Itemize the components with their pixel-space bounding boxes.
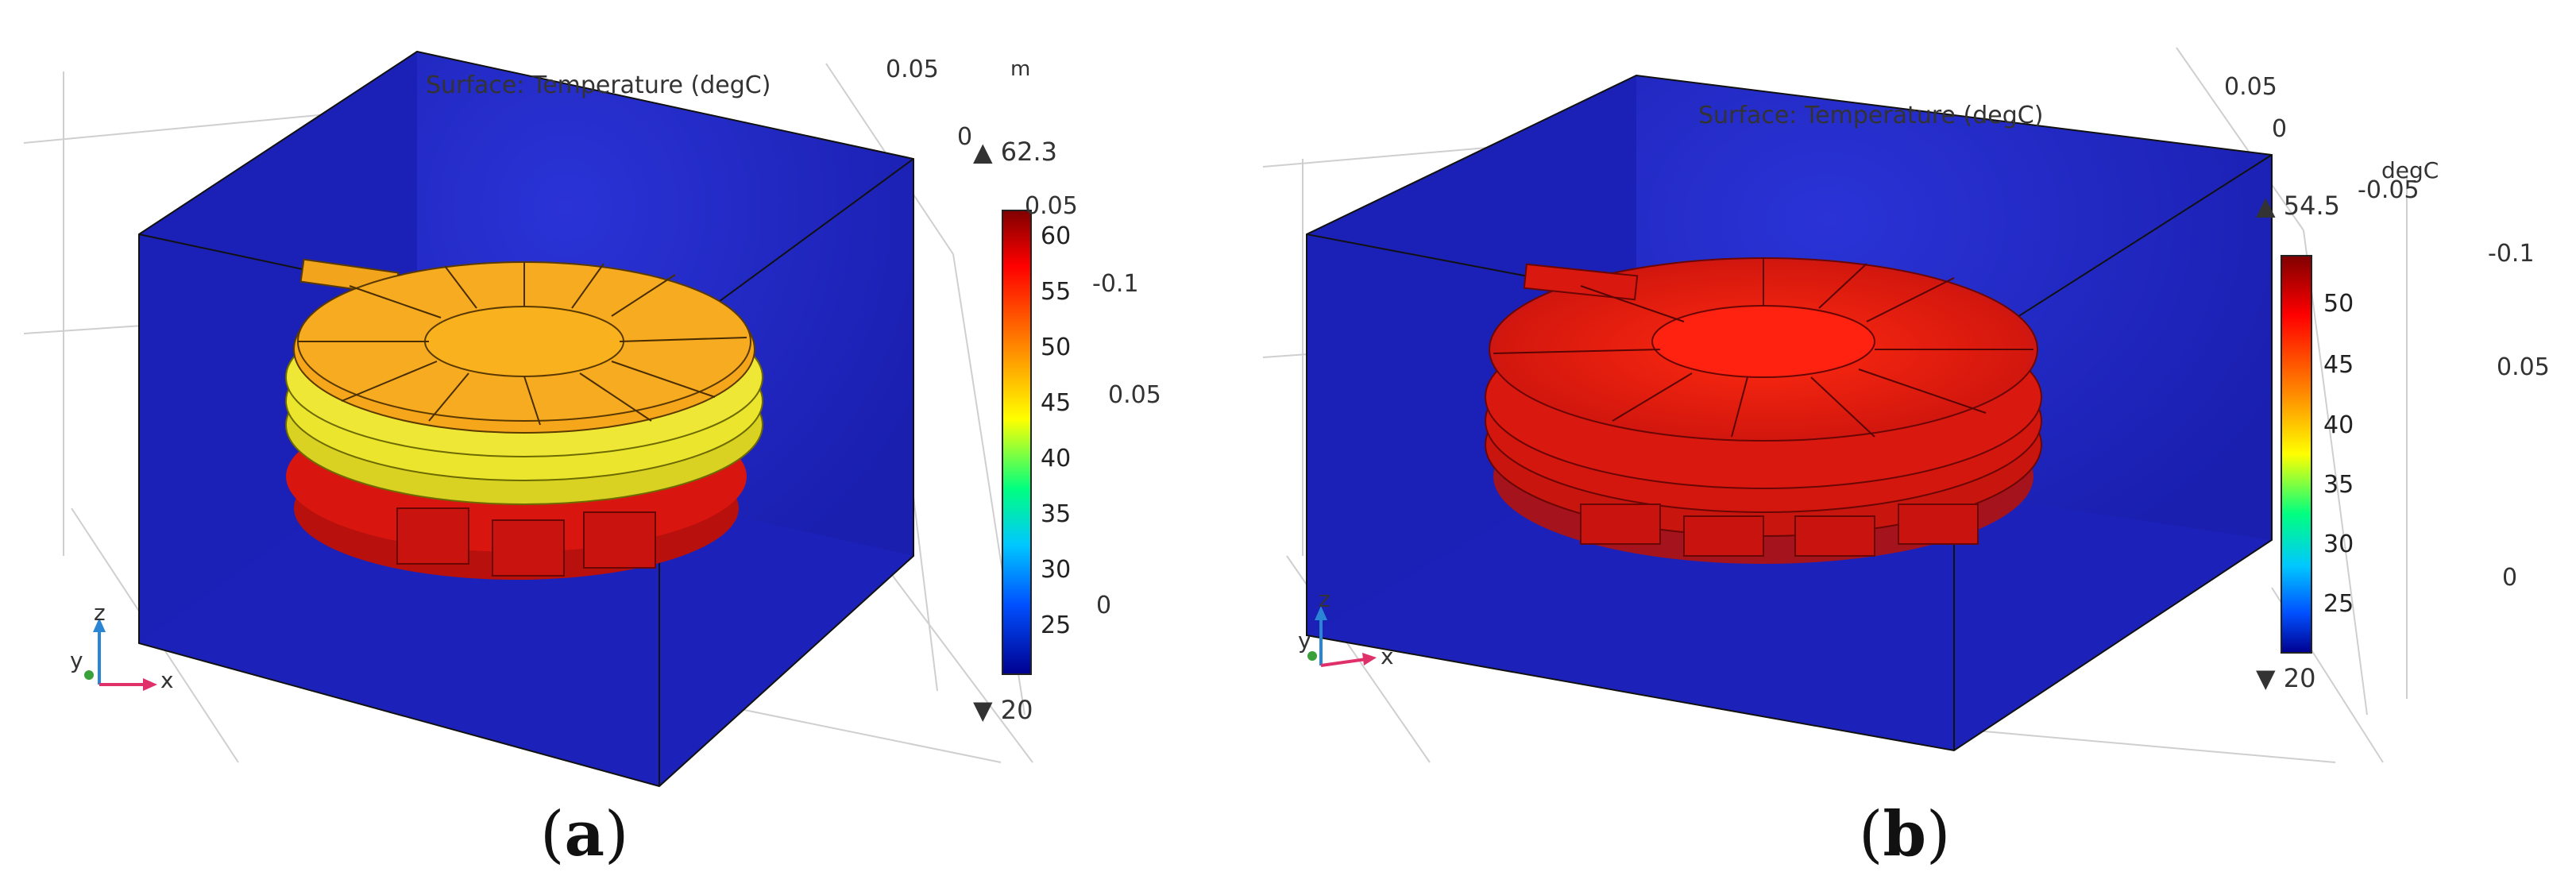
caption-a: (a)	[540, 798, 629, 870]
panel-b-scene	[1262, 47, 2408, 763]
colorbar	[1002, 210, 1032, 675]
axis-label-5: 0	[2502, 564, 2518, 592]
axis-label-2: 0	[2272, 115, 2288, 143]
axis-triad	[1307, 606, 1377, 667]
colorbar-top-label: -0.05	[2358, 176, 2420, 204]
colorbar-tick: 50	[2323, 290, 2354, 318]
colorbar-top-label: 0.05	[1025, 192, 1078, 220]
colorbar-tick: 45	[2323, 351, 2354, 379]
max-label: ▲ 62.3	[973, 137, 1058, 167]
colorbar-tick: 60	[1041, 222, 1072, 250]
coil-top	[293, 258, 755, 434]
triad-x-label: x	[1381, 643, 1394, 669]
colorbar-tick: 40	[2323, 411, 2354, 439]
triad-z-label: z	[1319, 586, 1330, 612]
max-label: ▲ 54.5	[2256, 191, 2341, 221]
colorbar	[2281, 255, 2312, 654]
plot-title: Surface: Temperature (degC)	[426, 71, 771, 99]
colorbar-tick: 35	[2323, 471, 2354, 499]
colorbar-tick: 45	[1041, 389, 1072, 417]
axis-label-3: -0.1	[2488, 240, 2535, 268]
colorbar-tick: 35	[1041, 500, 1072, 528]
triad-y-label: y	[1298, 627, 1311, 654]
axis-label-2: 0	[957, 123, 973, 151]
axis-label-1: 0.05	[886, 56, 939, 83]
colorbar-tick: 25	[1041, 611, 1072, 639]
axis-triad	[84, 618, 157, 691]
axis-label-4: 0.05	[1108, 381, 1161, 409]
colorbar-tick: 30	[2323, 530, 2354, 558]
panel-a: Surface: Temperature (degC) 0.05 m 0 ▲ 6…	[0, 0, 1239, 895]
triad-x-label: x	[160, 667, 174, 693]
triad-z-label: z	[94, 600, 106, 626]
axis-label-1: 0.05	[2224, 73, 2277, 101]
caption-b: (b)	[1859, 798, 1951, 870]
unit-label: m	[1010, 57, 1031, 81]
colorbar-tick: 25	[2323, 590, 2354, 618]
unit-label: degC	[2381, 157, 2439, 183]
colorbar-tick: 40	[1041, 445, 1072, 473]
colorbar-tick: 55	[1041, 278, 1072, 306]
min-label: ▼ 20	[973, 695, 1033, 725]
axis-label-4: 0.05	[2497, 353, 2550, 381]
colorbar-tick: 50	[1041, 334, 1072, 361]
panel-b: Surface: Temperature (degC) 0.05 0 degC …	[1239, 0, 2576, 895]
axis-label-5: 0	[1096, 592, 1112, 619]
axis-label-3: -0.1	[1092, 270, 1139, 298]
coil-assembly	[1485, 257, 2042, 564]
colorbar-tick: 30	[1041, 556, 1072, 584]
panel-a-scene	[23, 50, 1033, 788]
min-label: ▼ 20	[2256, 663, 2316, 693]
plot-title: Surface: Temperature (degC)	[1698, 102, 2044, 129]
triad-y-label: y	[70, 647, 83, 673]
